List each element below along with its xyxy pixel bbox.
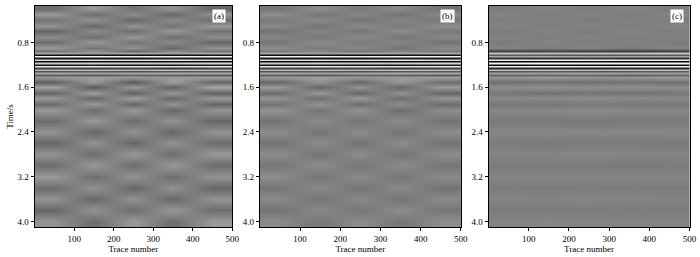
svg-text:Trace number: Trace number	[335, 244, 385, 254]
svg-text:(b): (b)	[442, 11, 453, 21]
svg-text:1.6: 1.6	[472, 82, 484, 92]
svg-text:3.2: 3.2	[472, 172, 483, 182]
svg-text:1.6: 1.6	[243, 82, 255, 92]
svg-text:2.4: 2.4	[472, 127, 484, 137]
svg-text:400: 400	[186, 234, 200, 244]
svg-text:3.2: 3.2	[243, 172, 254, 182]
svg-text:300: 300	[602, 234, 616, 244]
svg-text:2.4: 2.4	[243, 127, 255, 137]
svg-text:200: 200	[562, 234, 576, 244]
svg-text:100: 100	[293, 234, 307, 244]
svg-text:500: 500	[683, 234, 697, 244]
svg-text:(c): (c)	[672, 11, 682, 21]
svg-text:0.8: 0.8	[243, 38, 255, 48]
svg-text:4.0: 4.0	[472, 217, 484, 227]
svg-text:0.8: 0.8	[472, 38, 484, 48]
svg-text:100: 100	[67, 234, 81, 244]
svg-text:4.0: 4.0	[18, 217, 30, 227]
svg-text:(a): (a)	[214, 11, 224, 21]
svg-text:100: 100	[522, 234, 536, 244]
svg-text:0.8: 0.8	[18, 38, 30, 48]
svg-text:1.6: 1.6	[18, 82, 30, 92]
svg-text:3.2: 3.2	[18, 172, 29, 182]
svg-text:4.0: 4.0	[243, 217, 255, 227]
svg-text:Trace number: Trace number	[564, 244, 614, 254]
svg-text:400: 400	[414, 234, 428, 244]
svg-text:300: 300	[374, 234, 388, 244]
svg-text:500: 500	[225, 234, 239, 244]
svg-text:Trace number: Trace number	[108, 244, 158, 254]
svg-text:Time/s: Time/s	[5, 104, 15, 129]
svg-text:300: 300	[146, 234, 160, 244]
svg-text:500: 500	[454, 234, 468, 244]
svg-text:200: 200	[107, 234, 121, 244]
svg-text:2.4: 2.4	[18, 127, 30, 137]
svg-text:200: 200	[334, 234, 348, 244]
svg-text:400: 400	[643, 234, 657, 244]
